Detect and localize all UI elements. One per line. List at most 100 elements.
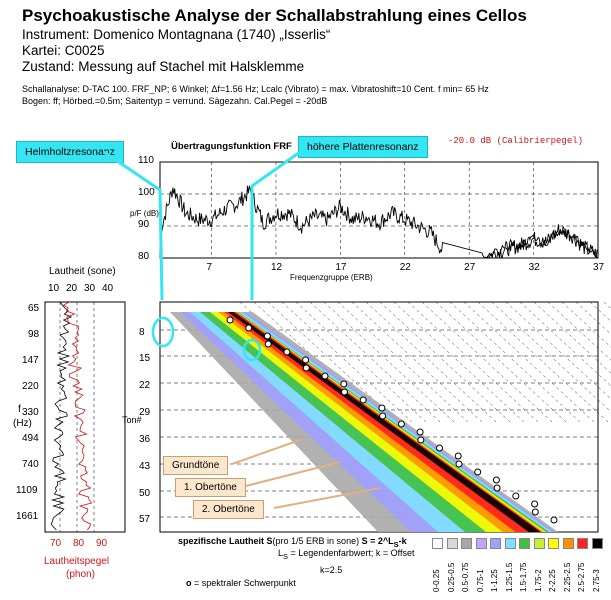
sone-tick: 10 (48, 283, 60, 294)
frf-plot (103, 150, 599, 301)
centroid-marker (340, 380, 348, 388)
analysis-params: Schallanalyse: D-TAC 100. FRF_NP; 6 Wink… (22, 84, 489, 94)
frf-ytick: 90 (138, 219, 150, 230)
centroid-marker (531, 500, 539, 508)
helmholtz-ellipse (151, 316, 175, 348)
legend-range-label: 2-2.25 (548, 569, 557, 592)
frf-ytick: 80 (138, 251, 150, 262)
frf-series-line (159, 185, 598, 259)
centroid-marker (454, 452, 462, 460)
bow-params: Bogen: ff; Hörbed.=0.5m; Saitentyp = ver… (22, 96, 328, 106)
legend-line4: o = spektraler Schwerpunkt (186, 578, 296, 588)
legend-range-label: 1.25-1.5 (504, 562, 514, 592)
loudness-plot (44, 301, 126, 533)
sone-tick: 40 (102, 283, 114, 294)
legend-swatch (548, 538, 559, 549)
zustand-line: Zustand: Messung auf Stachel mit Halskle… (22, 59, 305, 74)
legend-range-label: 0.75-1 (475, 569, 485, 592)
legend-range-label: 0.5-0.75 (461, 562, 470, 592)
freq-tick: 98 (28, 329, 40, 340)
centroid-marker (321, 372, 329, 380)
cal-label: -20.0 dB (Calibrierpegel) (448, 136, 584, 146)
helmholtz-callout: Helmholtzresonanz (16, 141, 124, 163)
centroid-marker (492, 476, 500, 484)
centroid-marker (302, 356, 310, 364)
freq-tick: 65 (28, 303, 40, 314)
frf-ytick: 100 (138, 187, 155, 198)
ton-label: Ton# (122, 415, 142, 425)
legend-swatch (591, 538, 603, 549)
legend-range-label: 0-0.25 (432, 569, 441, 592)
freq-tick: 1109 (16, 485, 38, 496)
legend-range-label: 2.75-3 (591, 569, 601, 592)
sone-tick: 30 (84, 283, 96, 294)
phon-tick: 70 (50, 538, 62, 549)
centroid-marker (379, 412, 387, 420)
platten-ellipse (242, 338, 262, 362)
centroid-marker (341, 388, 348, 396)
grundtoene-connector (231, 439, 301, 465)
frf-series-line-2 (482, 229, 598, 259)
legend-swatch (504, 538, 516, 549)
phon-curve (62, 301, 93, 531)
centroid-marker (550, 516, 558, 524)
loudness-frame (44, 301, 126, 533)
legend-swatch (562, 538, 574, 549)
centroid-marker (264, 340, 272, 348)
frf-xtick: 12 (270, 262, 283, 273)
obertoene2-connector (273, 487, 381, 509)
instrument-line: Instrument: Domenico Montagnana (1740) „… (22, 27, 331, 42)
obertoene1-tag: 1. Obertöne (175, 478, 246, 497)
legend-swatch (533, 538, 545, 549)
f-label: f (18, 404, 21, 415)
legend-swatch (519, 538, 530, 549)
centroid-marker (283, 348, 291, 356)
kartei-line: Kartei: C0025 (22, 43, 105, 58)
freq-tick: 147 (22, 355, 39, 366)
ton-tick: 36 (139, 434, 151, 445)
frf-xtick: 22 (399, 262, 411, 273)
legend-range-label: 0.25-0.5 (446, 562, 456, 592)
centroid-marker (417, 436, 425, 444)
frf-frame (159, 161, 599, 259)
legend-range-label: 1.75-2 (533, 569, 543, 592)
centroid-marker (531, 508, 539, 516)
obertoene2-tag: 2. Obertöne (193, 500, 264, 519)
legend-swatch (475, 538, 487, 549)
frf-ytick: 110 (138, 155, 154, 166)
f-unit: (Hz) (13, 418, 32, 429)
ton-tick: 29 (139, 407, 151, 418)
centroid-marker (302, 364, 310, 372)
phon-tick: 90 (96, 538, 108, 549)
frf-xlabel: Frequenzgruppe (ERB) (290, 273, 373, 282)
frf-xtick: 17 (335, 262, 347, 273)
centroid-marker (378, 404, 386, 412)
centroid-marker (455, 460, 463, 468)
centroid-marker (359, 396, 367, 404)
centroid-marker (436, 444, 443, 452)
legend-line1: spezifische Lautheit S(pro 1/5 ERB in so… (178, 536, 407, 549)
freq-tick: 1661 (16, 511, 39, 522)
frf-title: Übertragungsfunktion FRF (171, 141, 292, 152)
sone-curve (50, 301, 73, 531)
freq-tick: 220 (22, 381, 39, 392)
legend-line3: k=2.5 (320, 565, 343, 575)
legend-line2: LS = Legendenfarbwert; k = Offset (278, 548, 415, 561)
platten-callout: höhere Plattenresonanz (298, 136, 428, 158)
hatch-line (603, 301, 611, 309)
phon-label: Lautheitspegel (44, 556, 110, 567)
legend-range-label: 1-1.25 (490, 569, 499, 592)
legend-range-label: 2.5-2.75 (577, 562, 586, 592)
legend-range-label: 1.5-1.75 (519, 562, 528, 592)
legend-swatch (461, 538, 472, 549)
centroid-marker (474, 468, 482, 476)
ton-tick: 15 (139, 353, 151, 364)
frf-xtick: 7 (206, 262, 213, 273)
centroid-marker (263, 332, 271, 340)
obertoene1-connector (245, 461, 341, 487)
centroid-marker (512, 492, 520, 500)
centroid-marker (226, 316, 234, 324)
freq-tick: 494 (22, 433, 39, 444)
grundtoene-tag: Grundtöne (163, 456, 229, 475)
